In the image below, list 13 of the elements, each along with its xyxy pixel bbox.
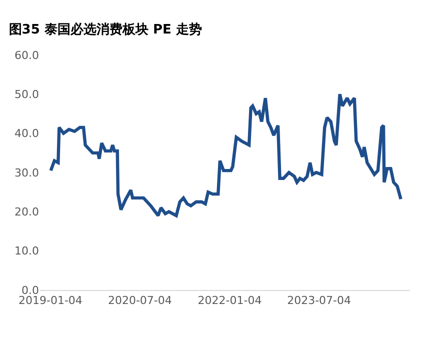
x-tick-label: 2023-07-04 xyxy=(287,294,352,308)
line-series xyxy=(49,92,402,218)
y-tick-label: 50.0 xyxy=(14,88,39,102)
y-tick-label: 60.0 xyxy=(14,48,39,62)
chart-title: 图35 泰国必选消费板块 PE 走势 xyxy=(8,22,202,38)
y-tick-label: 10.0 xyxy=(14,244,39,258)
y-tick-label: 30.0 xyxy=(14,166,39,180)
x-tick-label: 2022-01-04 xyxy=(198,294,262,308)
y-tick-label: 40.0 xyxy=(14,127,39,140)
x-tick-label: 2019-01-04 xyxy=(18,294,82,308)
y-tick-label: 20.0 xyxy=(14,206,39,219)
x-tick-label: 2020-07-04 xyxy=(108,294,172,308)
y-tick-label: 0.0 xyxy=(22,284,39,297)
